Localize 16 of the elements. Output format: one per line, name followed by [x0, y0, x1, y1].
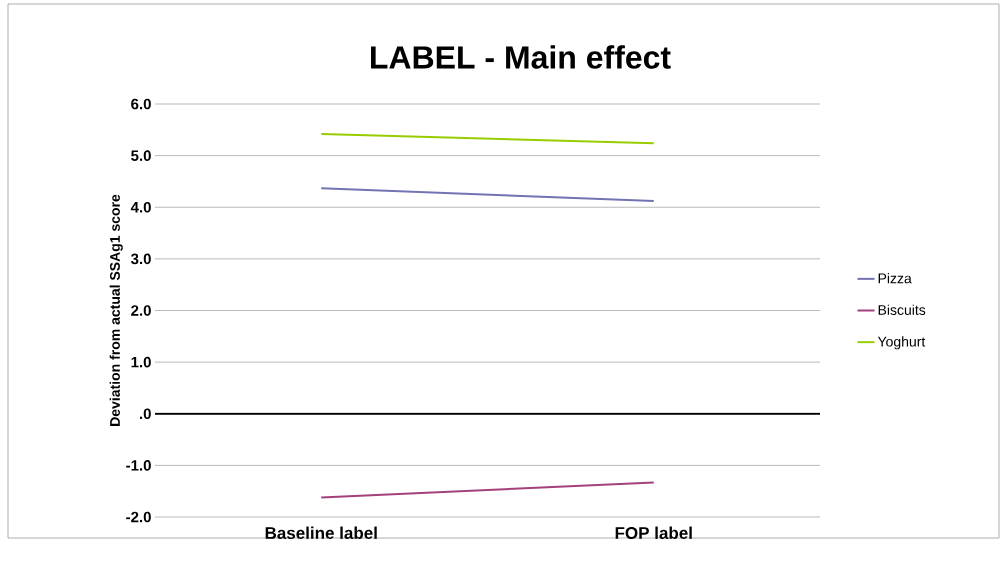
chart-title: LABEL - Main effect — [371, 45, 671, 69]
x-tick-label: Baseline label — [265, 526, 377, 540]
y-tick-label: -2.0 — [126, 511, 151, 523]
y-tick-label: 3.0 — [130, 253, 151, 265]
y-tick-label: 4.0 — [130, 201, 151, 213]
y-tick-label: 5.0 — [131, 150, 151, 161]
legend-label: Pizza — [878, 273, 912, 284]
y-tick-label: 1.0 — [131, 356, 151, 368]
y-axis-title: Deviation from actual SSAg1 score — [109, 194, 123, 426]
legend-label: Biscuits — [878, 304, 926, 315]
y-tick-label: 2.0 — [131, 305, 151, 316]
y-tick-label: .0 — [139, 408, 151, 420]
y-tick-label: 6.0 — [131, 98, 151, 110]
legend-label: Yoghurt — [877, 336, 926, 350]
y-tick-label: -1.0 — [126, 460, 151, 471]
x-tick-label: FOP label — [615, 526, 692, 540]
